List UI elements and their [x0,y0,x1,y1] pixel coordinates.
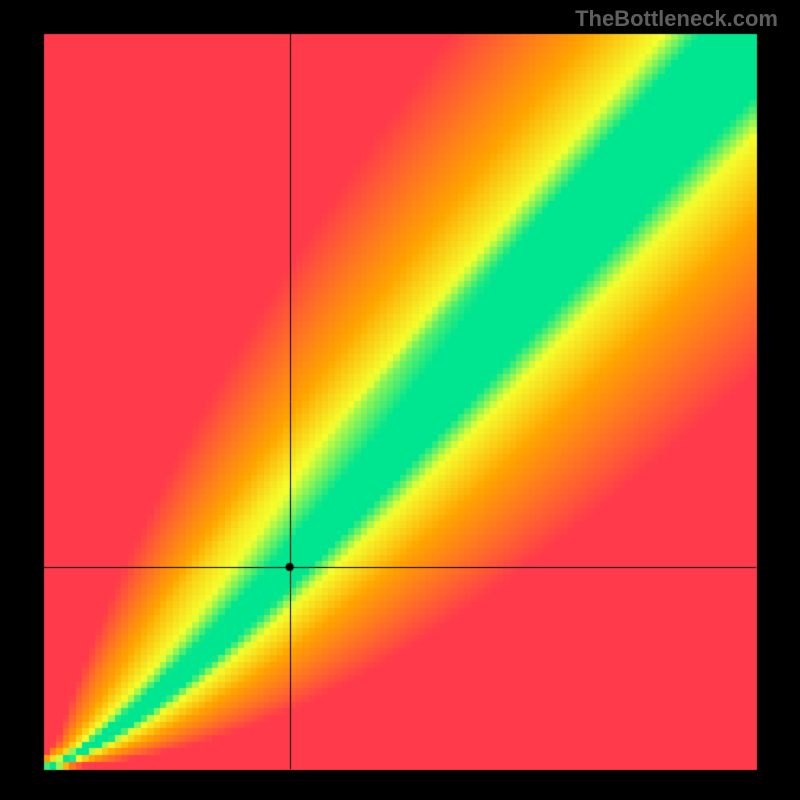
bottleneck-heatmap [0,0,800,800]
chart-container: TheBottleneck.com [0,0,800,800]
watermark-text: TheBottleneck.com [575,6,778,32]
